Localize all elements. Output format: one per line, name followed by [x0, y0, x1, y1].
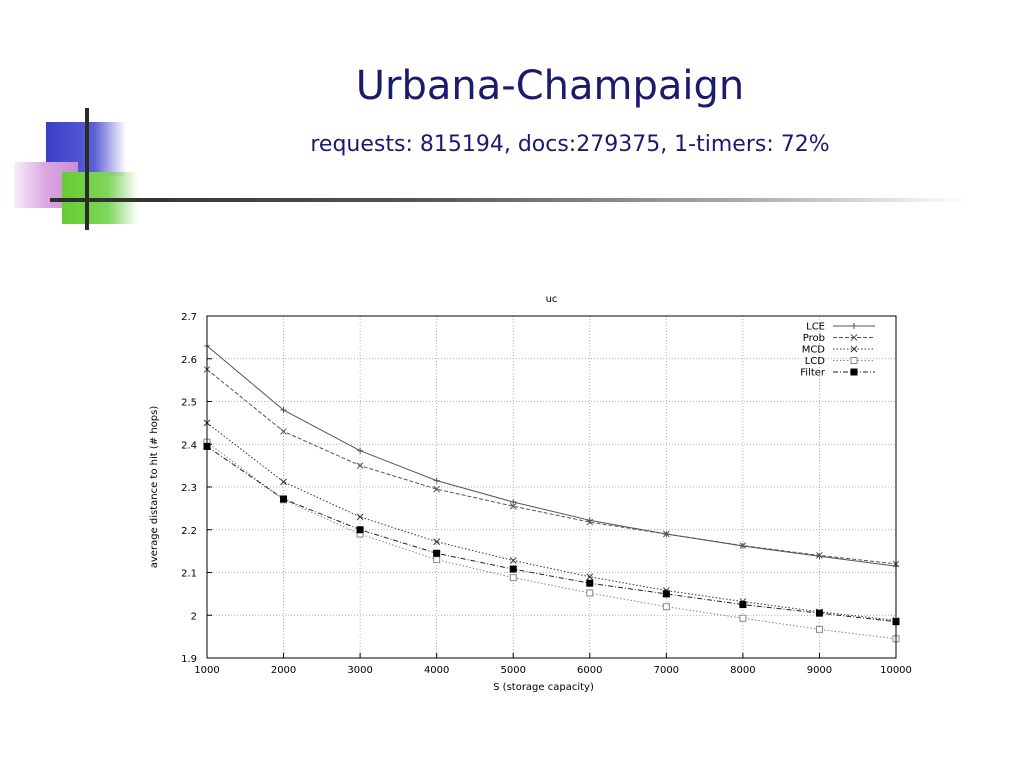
data-point: [816, 552, 823, 559]
series-lcd: [203, 438, 900, 643]
slide-subtitle: requests: 815194, docs:279375, 1-timers:…: [310, 132, 830, 157]
legend-label: LCD: [805, 356, 826, 367]
data-point: [509, 557, 517, 564]
data-point: [739, 601, 747, 609]
data-point: [433, 549, 441, 557]
legend-label: LCE: [806, 322, 825, 333]
legend-label: MCD: [802, 345, 826, 356]
series-line-lce: [206, 345, 897, 567]
y-tick-label: 2.4: [181, 440, 197, 451]
x-tick-label: 3000: [347, 665, 372, 676]
axis-ticks: 1000 2000 3000 4000 5000 6000 7000 8000 9000 1000…: [181, 312, 912, 676]
data-point: [433, 556, 441, 564]
y-tick-label: 2.3: [181, 483, 197, 494]
data-point: [357, 447, 364, 454]
grid: [207, 316, 896, 658]
x-tick-label: 6000: [577, 665, 602, 676]
data-point: [586, 589, 594, 597]
legend-marker: [850, 368, 858, 376]
data-point: [815, 625, 823, 633]
legend-label: Prob: [803, 333, 825, 344]
x-tick-label: 8000: [730, 665, 755, 676]
y-tick-label: 2.7: [181, 312, 197, 323]
decor-horizontal-rule: [50, 198, 970, 202]
series-line-mcd: [206, 422, 897, 621]
series-group: [203, 342, 900, 643]
data-point: [280, 478, 287, 486]
y-tick-label: 2.6: [181, 355, 197, 366]
data-point: [509, 502, 517, 510]
data-point: [739, 614, 747, 622]
legend-marker: [850, 334, 858, 341]
data-point: [509, 574, 517, 582]
legend-marker: [851, 323, 857, 329]
data-point: [356, 462, 364, 469]
y-tick-label: 2: [191, 611, 197, 622]
data-point: [586, 518, 594, 526]
y-tick-label: 2.5: [181, 398, 197, 409]
data-point: [662, 530, 670, 538]
legend-marker: [850, 345, 858, 353]
data-point: [433, 477, 440, 484]
data-point: [586, 573, 594, 581]
data-point: [662, 603, 670, 611]
series-line-prob: [206, 369, 897, 565]
data-point: [433, 538, 441, 546]
x-tick-label: 10000: [880, 665, 912, 676]
data-point: [280, 495, 288, 503]
y-axis-label: average distance to hit (# hops): [149, 406, 160, 569]
chart-title: uc: [546, 294, 558, 305]
series-mcd: [203, 419, 900, 624]
series-line-filter: [206, 445, 897, 623]
x-tick-label: 7000: [654, 665, 679, 676]
series-line-lcd: [206, 441, 897, 640]
x-tick-label: 9000: [807, 665, 832, 676]
data-point: [509, 565, 517, 573]
data-point: [433, 485, 441, 493]
data-point: [356, 526, 364, 534]
y-tick-label: 2.1: [181, 569, 197, 580]
data-point: [356, 513, 364, 521]
x-axis-label: S (storage capacity): [493, 682, 594, 693]
x-tick-label: 1000: [194, 665, 219, 676]
y-tick-label: 1.9: [181, 654, 197, 665]
data-point: [815, 609, 823, 617]
series-prob: [203, 366, 900, 568]
data-point: [586, 579, 594, 587]
slide-title: Urbana-Champaign: [355, 63, 745, 109]
series-lce: [204, 342, 899, 570]
legend-label: Filter: [800, 368, 826, 379]
x-tick-label: 2000: [271, 665, 296, 676]
y-tick-label: 2.2: [181, 526, 197, 537]
series-filter: [203, 442, 900, 626]
data-point: [510, 498, 517, 505]
data-point: [739, 542, 747, 549]
data-point: [816, 553, 823, 560]
data-point: [662, 590, 670, 598]
data-point: [280, 428, 287, 435]
x-tick-label: 4000: [424, 665, 449, 676]
legend-marker: [850, 357, 858, 364]
x-tick-label: 5000: [500, 665, 525, 676]
data-point: [280, 407, 287, 414]
decor-vertical-line: [85, 108, 89, 230]
plot-frame: [206, 315, 897, 659]
